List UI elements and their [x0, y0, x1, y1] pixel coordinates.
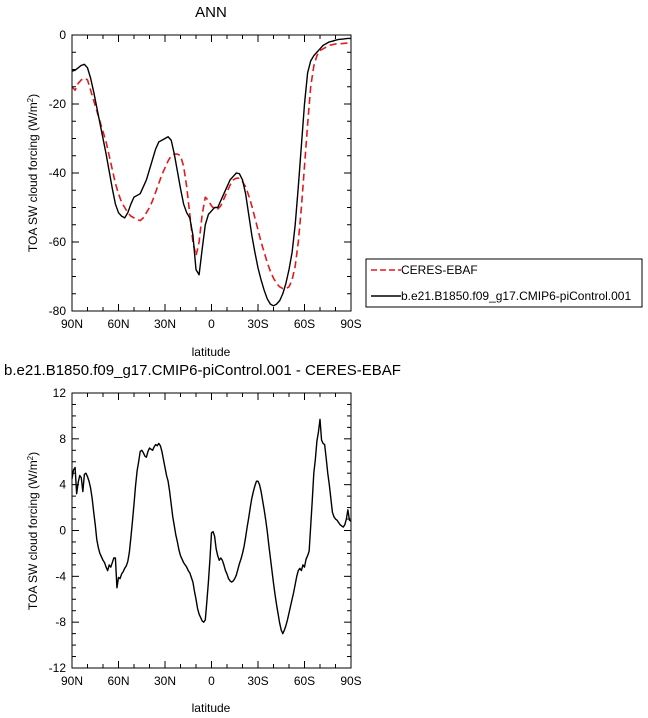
bottom-x-tick-label: 90N	[61, 674, 83, 688]
bottom-series-line-0	[71, 418, 352, 635]
top-chart-title: ANN	[195, 4, 227, 21]
top-series-line-1	[71, 37, 351, 307]
top-y-tick-label: -80	[49, 304, 67, 318]
top-series-line-0	[71, 41, 352, 290]
legend-box	[365, 258, 643, 308]
bottom-x-tick-label: 60N	[107, 674, 129, 688]
top-plot-area: 90N 60N 30N 0 30S 60S 90S 0 -20 -40 -60 -80	[49, 28, 362, 331]
bottom-y-tick-label: -12	[49, 661, 67, 675]
bottom-plot-frame	[71, 392, 352, 669]
bottom-x-tick-label: 90S	[340, 674, 361, 688]
bottom-x-tick-label: 0	[208, 674, 215, 688]
legend-label-ceres: CERES-EBAF	[401, 263, 478, 277]
bottom-y-tick-label: -8	[55, 615, 66, 629]
bottom-y-axis-label: TOA SW cloud forcing (W/m2)	[26, 452, 41, 610]
bottom-x-tick-label: 60S	[294, 674, 315, 688]
top-panel: ANN 90N 60N 30N 0 30S 60S 90S 0 -20 -40 -60 -80 lat…	[26, 4, 362, 359]
bottom-x-tick-label: 30N	[154, 674, 176, 688]
top-y-tick-label: -40	[49, 166, 67, 180]
top-x-tick-label: 90S	[340, 317, 361, 331]
top-x-tick-label: 30N	[154, 317, 176, 331]
top-x-tick-label: 30S	[247, 317, 268, 331]
bottom-x-tick-label: 30S	[247, 674, 268, 688]
bottom-y-tick-label: 4	[59, 478, 66, 492]
bottom-panel: b.e21.B1850.f09_g17.CMIP6-piControl.001 …	[4, 362, 401, 715]
bottom-y-tick-label: 0	[59, 524, 66, 538]
legend-label-model: b.e21.B1850.f09_g17.CMIP6-piControl.001	[401, 289, 631, 303]
top-y-tick-label: -60	[49, 235, 67, 249]
top-plot-frame	[71, 34, 352, 312]
top-y-tick-label: -20	[49, 97, 67, 111]
top-y-tick-label: 0	[59, 28, 66, 42]
top-x-tick-label: 60S	[294, 317, 315, 331]
bottom-y-tick-label: 12	[53, 386, 67, 400]
top-x-axis-label: latitude	[192, 345, 231, 359]
bottom-y-tick-label: -4	[55, 569, 66, 583]
legend: CERES-EBAF b.e21.B1850.f09_g17.CMIP6-piC…	[365, 258, 643, 308]
bottom-chart-title: b.e21.B1850.f09_g17.CMIP6-piControl.001 …	[4, 362, 401, 379]
top-y-axis-label: TOA SW cloud forcing (W/m2)	[26, 94, 41, 252]
bottom-plot-area: 90N 60N 30N 0 30S 60S 90S 12 8 4 0 -4 -8 -12	[49, 386, 362, 688]
top-x-tick-label: 60N	[107, 317, 129, 331]
top-x-tick-label: 90N	[61, 317, 83, 331]
bottom-y-tick-label: 8	[59, 432, 66, 446]
bottom-x-axis-label: latitude	[192, 701, 231, 715]
top-x-tick-label: 0	[208, 317, 215, 331]
